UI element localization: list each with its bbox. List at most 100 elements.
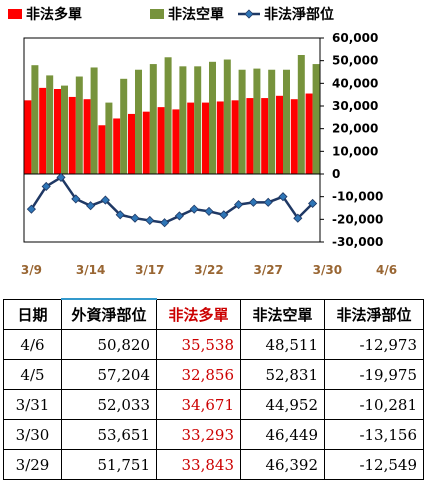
net-point [204,206,214,216]
cell-short: 46,449 [240,419,325,450]
short-bar [31,65,39,174]
cell-foreign-net: 52,033 [61,389,157,420]
x-tick-label: 3/22 [194,263,223,277]
short-bar [223,59,231,174]
x-tick-label: 3/17 [135,263,164,277]
cell-foreign-net: 53,651 [61,419,157,450]
net-point [115,210,125,220]
net-position-line [26,172,318,228]
net-point [174,211,184,221]
cell-long: 34,671 [156,389,241,420]
long-bar [216,101,224,174]
cell-short: 44,952 [240,389,325,420]
short-bar [194,66,202,174]
data-table: 日期 外資淨部位 非法多單 非法空單 非法淨部位 4/6 50,820 35,5… [3,298,424,480]
table-row: 4/5 57,204 32,856 52,831 -19,975 [3,359,424,390]
cell-long: 33,293 [156,419,241,450]
long-bar [202,102,209,174]
net-point [26,204,36,214]
chart: 非法多單 非法空單 非法淨部位 60,000 50,000 40,000 30,000 20… [8,6,397,277]
long-bar [24,100,32,174]
long-bar [128,113,135,174]
x-axis-ticks: 3/9 3/14 3/17 3/22 3/27 3/30 4/6 [21,263,397,277]
long-bar [261,98,269,174]
net-point [278,192,288,202]
cell-net: -13,156 [324,419,424,450]
x-tick-label: 3/30 [313,263,342,277]
short-bar [46,75,54,174]
legend-swatch-marker [244,9,254,19]
table-row: 3/31 52,033 34,671 44,952 -10,281 [3,389,424,420]
cell-long: 32,856 [156,359,241,390]
long-bar [290,99,298,174]
short-bar [90,67,98,174]
legend-swatch [8,9,22,19]
net-point [71,194,81,204]
long-bar [98,125,106,174]
net-point [160,218,170,228]
net-point [56,172,66,182]
long-bar [142,111,150,174]
cell-foreign-net: 50,820 [61,329,157,360]
cell-net: -12,973 [324,329,424,360]
y-tick-label: -20,000 [332,212,383,226]
table-row: 4/6 50,820 35,538 48,511 -12,973 [3,329,424,360]
y-tick-label: 30,000 [332,99,378,113]
short-bar [238,69,246,174]
cell-date: 3/30 [3,419,62,450]
y-tick-label: 40,000 [332,76,378,90]
net-point [234,200,244,210]
long-bar [157,107,165,174]
net-point [189,204,199,214]
cell-net: -19,975 [324,359,424,390]
net-point [86,201,96,211]
legend-label: 非法空單 [168,6,224,23]
y-tick-label: 60,000 [332,31,378,45]
header-net: 非法淨部位 [324,298,424,330]
short-bar [61,85,68,174]
net-point [308,198,318,209]
table-header-row: 日期 外資淨部位 非法多單 非法空單 非法淨部位 [3,298,424,330]
legend-swatch [150,9,164,19]
short-bar [253,68,261,174]
short-bar [149,64,157,174]
net-point [145,215,155,226]
cell-short: 48,511 [240,329,325,360]
legend: 非法多單 非法空單 非法淨部位 [8,6,334,23]
long-bar [246,98,254,174]
header-foreign-net: 外資淨部位 [61,298,157,330]
legend-label: 非法淨部位 [264,6,334,23]
long-bar [83,99,91,174]
long-bar [231,100,239,174]
y-axis-ticks: 60,000 50,000 40,000 30,000 20,000 10,000 0 -10… [320,31,383,249]
cell-short: 52,831 [240,359,325,390]
y-tick-label: 50,000 [332,54,378,68]
header-short: 非法空單 [240,298,325,330]
net-point [130,213,140,223]
long-bar [68,96,76,174]
net-point [219,210,229,220]
long-bar [172,109,180,174]
legend-label: 非法多單 [26,6,82,23]
short-bar [268,69,276,174]
table-row: 3/30 53,651 33,293 46,449 -13,156 [3,419,424,450]
y-tick-label: 10,000 [332,144,378,158]
short-bar [209,61,216,174]
net-point [41,181,51,192]
cell-foreign-net: 57,204 [61,359,157,390]
long-bar [39,87,47,174]
short-bar [75,76,83,174]
x-tick-label: 4/6 [376,263,397,277]
net-point [248,197,258,207]
header-long: 非法多單 [156,298,241,330]
y-tick-label: -10,000 [332,190,383,204]
long-bar [305,93,313,174]
long-bar [113,118,121,174]
cell-long: 35,538 [156,329,241,360]
header-date: 日期 [3,298,62,330]
y-tick-label: 0 [332,167,340,181]
short-bar [283,69,290,174]
net-point [100,195,110,205]
y-tick-label: 20,000 [332,122,378,136]
short-bar [297,55,305,174]
